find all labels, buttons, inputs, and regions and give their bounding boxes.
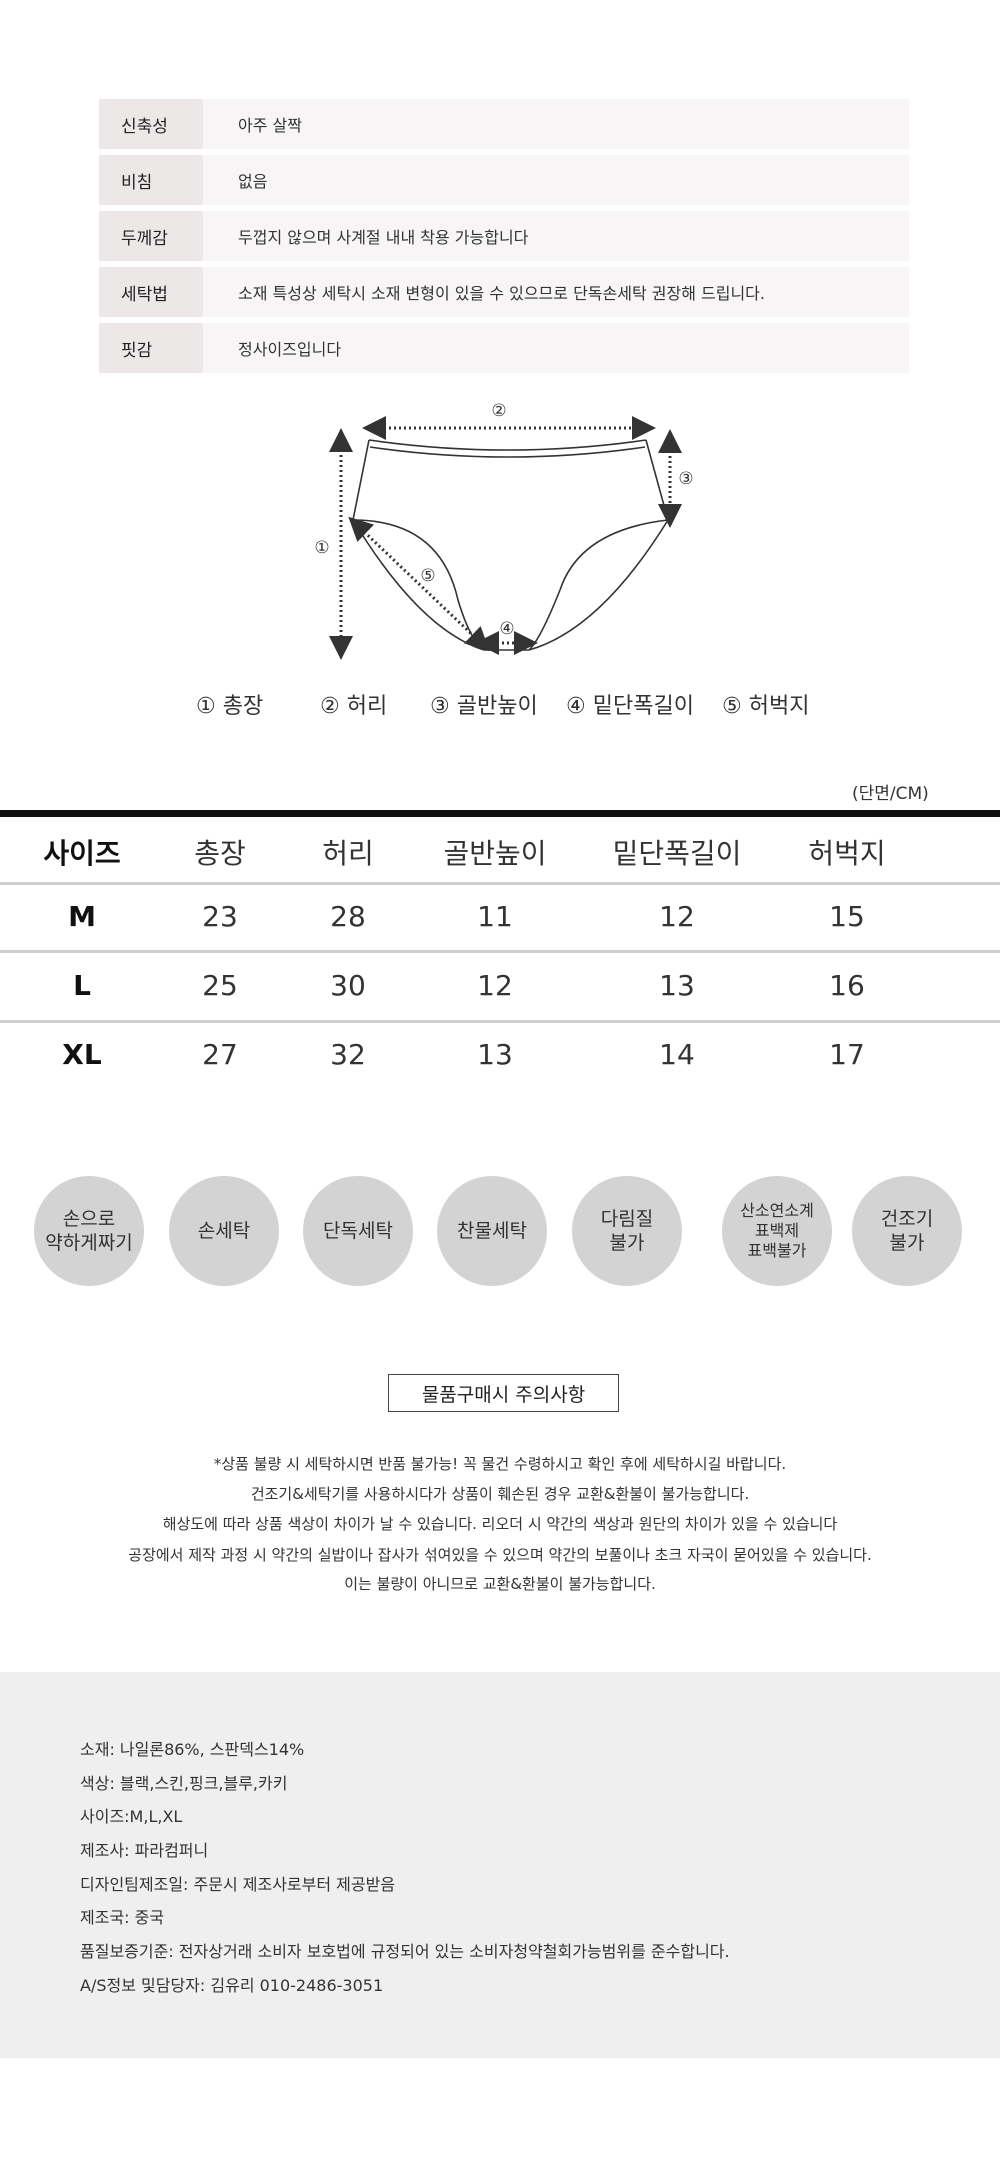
value-cell: 30 (330, 969, 366, 1002)
info-quality-standard: 품질보증기준: 전자상거래 소비자 보호법에 규정되어 있는 소비자청약철회가능… (80, 1942, 730, 1961)
spec-row-washing: 세탁법 소재 특성상 세탁시 소재 변형이 있을 수 있으므로 단독손세탁 권장… (99, 267, 909, 317)
info-material: 소재: 나일론86%, 스판덱스14% (80, 1740, 305, 1759)
spec-row-fit: 핏감 정사이즈입니다 (99, 323, 909, 373)
info-size: 사이즈:M,L,XL (80, 1807, 183, 1826)
spec-value: 두껍지 않으며 사계절 내내 착용 가능합니다 (203, 211, 909, 261)
spec-row-stretch: 신축성 아주 살짝 (99, 99, 909, 149)
row-divider (0, 882, 1000, 885)
value-cell: 17 (829, 1038, 865, 1071)
table-top-rule (0, 810, 1000, 817)
info-manufacturer: 제조사: 파라컴퍼니 (80, 1841, 209, 1860)
spec-value: 없음 (203, 155, 909, 205)
size-cell: M (68, 900, 96, 933)
header-hip-height: 골반높이 (443, 837, 547, 870)
legend-num: ① (196, 694, 216, 719)
value-cell: 16 (829, 969, 865, 1002)
measurement-diagram: ① ② ③ ④ ⑤ (314, 401, 694, 660)
legend-item: ⑤ 허벅지 (722, 688, 809, 720)
spec-label: 신축성 (99, 99, 203, 149)
notice-title: 물품구매시 주의사항 (388, 1374, 619, 1412)
legend-item: ① 총장 (196, 688, 263, 720)
value-cell: 12 (659, 900, 695, 933)
legend-label: 밑단폭길이 (592, 694, 694, 719)
notice-line: 공장에서 제작 과정 시 약간의 실밥이나 잡사가 섞여있을 수 있으며 약간의… (128, 1546, 872, 1564)
marker-4: ④ (499, 619, 514, 639)
care-icon-no-ironing: 다림질 불가 (572, 1176, 682, 1286)
thigh-arrow (348, 516, 490, 652)
row-divider (0, 1020, 1000, 1023)
info-manufacture-date: 디자인팀제조일: 주문시 제조사로부터 제공받음 (80, 1875, 396, 1894)
header-thigh: 허벅지 (808, 837, 886, 870)
value-cell: 15 (829, 900, 865, 933)
header-size: 사이즈 (43, 837, 121, 870)
legend-num: ④ (566, 694, 586, 719)
value-cell: 25 (202, 969, 238, 1002)
value-cell: 28 (330, 900, 366, 933)
row-divider (0, 950, 1000, 953)
value-cell: 13 (659, 969, 695, 1002)
notice-line: 해상도에 따라 상품 색상이 차이가 날 수 있습니다. 리오더 시 약간의 색… (162, 1515, 838, 1533)
spec-label: 세탁법 (99, 267, 203, 317)
notice-line: 이는 불량이 아니므로 교환&환불이 불가능합니다. (344, 1575, 656, 1593)
info-as-contact: A/S정보 및담당자: 김유리 010-2486-3051 (80, 1976, 384, 1995)
value-cell: 11 (477, 900, 513, 933)
legend-label: 허벅지 (748, 694, 810, 719)
spec-value: 소재 특성상 세탁시 소재 변형이 있을 수 있으므로 단독손세탁 권장해 드립… (203, 267, 909, 317)
marker-5: ⑤ (420, 566, 435, 586)
product-info-section: 소재: 나일론86%, 스판덱스14% 색상: 블랙,스킨,핑크,블루,카키 사… (0, 1672, 1000, 2058)
spec-value: 정사이즈입니다 (203, 323, 909, 373)
header-waist: 허리 (322, 837, 374, 870)
notice-line: *상품 불량 시 세탁하시면 반품 불가능! 꼭 물건 수령하시고 확인 후에 … (213, 1455, 787, 1473)
care-icon-no-bleach: 산소연소계 표백제 표백불가 (722, 1176, 832, 1286)
marker-2: ② (491, 401, 506, 421)
legend-num: ⑤ (722, 694, 742, 719)
size-cell: XL (62, 1038, 102, 1071)
marker-3: ③ (678, 469, 693, 489)
care-icon-wash-separately: 단독세탁 (303, 1176, 413, 1286)
spec-row-sheerness: 비침 없음 (99, 155, 909, 205)
value-cell: 23 (202, 900, 238, 933)
care-icon-hand-wash: 손세탁 (169, 1176, 279, 1286)
value-cell: 27 (202, 1038, 238, 1071)
value-cell: 32 (330, 1038, 366, 1071)
spec-row-thickness: 두께감 두껍지 않으며 사계절 내내 착용 가능합니다 (99, 211, 909, 261)
dimension-arrows (329, 416, 682, 660)
info-origin: 제조국: 중국 (80, 1908, 165, 1927)
info-color: 색상: 블랙,스킨,핑크,블루,카키 (80, 1774, 288, 1793)
notice-line: 건조기&세탁기를 사용하시다가 상품이 훼손된 경우 교환&환불이 불가능합니다… (250, 1485, 750, 1503)
spec-label: 두께감 (99, 211, 203, 261)
legend-label: 골반높이 (456, 694, 538, 719)
care-icon-no-dryer: 건조기 불가 (852, 1176, 962, 1286)
legend-num: ② (320, 694, 340, 719)
legend-label: 허리 (346, 694, 388, 719)
legend-label: 총장 (222, 694, 264, 719)
header-length: 총장 (194, 837, 246, 870)
size-cell: L (73, 969, 91, 1002)
care-icon-hand-wring-gently: 손으로 약하게짜기 (34, 1176, 144, 1286)
spec-label: 비침 (99, 155, 203, 205)
legend-item: ④ 밑단폭길이 (566, 688, 694, 720)
spec-value: 아주 살짝 (203, 99, 909, 149)
value-cell: 14 (659, 1038, 695, 1071)
header-hem-width: 밑단폭길이 (612, 837, 742, 870)
legend-item: ② 허리 (320, 688, 387, 720)
care-icon-cold-wash: 찬물세탁 (437, 1176, 547, 1286)
legend-item: ③ 골반높이 (430, 688, 538, 720)
value-cell: 13 (477, 1038, 513, 1071)
value-cell: 12 (477, 969, 513, 1002)
marker-1: ① (314, 538, 329, 558)
legend-num: ③ (430, 694, 450, 719)
unit-label: (단면/CM) (852, 784, 929, 804)
spec-label: 핏감 (99, 323, 203, 373)
